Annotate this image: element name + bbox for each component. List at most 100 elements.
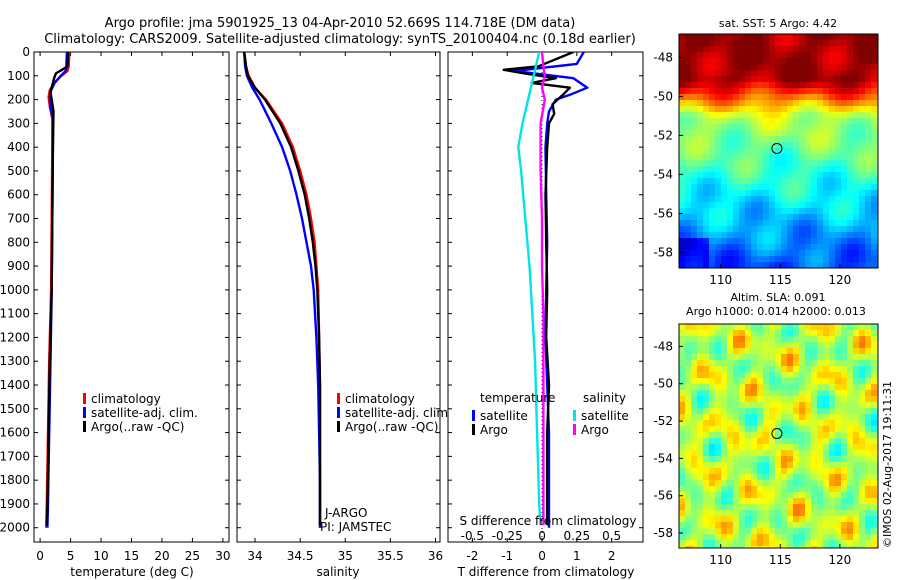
heatmap-cell [697, 226, 704, 233]
heatmap-cell [859, 342, 866, 349]
heatmap-cell [829, 124, 836, 131]
x-tick-label: 30 [215, 549, 230, 563]
heatmap-cell [697, 516, 704, 523]
heatmap-cell [775, 462, 782, 469]
heatmap-cell [859, 432, 866, 439]
heatmap-cell [715, 408, 722, 415]
heatmap-cell [781, 498, 788, 505]
heatmap-cell [793, 330, 800, 337]
heatmap-cell [691, 336, 698, 343]
heatmap-cell [865, 52, 872, 59]
heatmap-cell [751, 474, 758, 481]
sla-map-subtitle: Argo h1000: 0.014 h2000: 0.013 [686, 305, 866, 318]
heatmap-cell [781, 528, 788, 535]
heatmap-cell [775, 46, 782, 53]
heatmap-cell [799, 402, 806, 409]
heatmap-cell [835, 118, 842, 125]
heatmap-cell [865, 76, 872, 83]
heatmap-cell [691, 142, 698, 149]
heatmap-cell [835, 378, 842, 385]
heatmap-cell [871, 522, 878, 529]
heatmap-cell [775, 384, 782, 391]
heatmap-cell [775, 202, 782, 209]
heatmap-cell [751, 178, 758, 185]
heatmap-cell [739, 540, 746, 547]
heatmap-cell [829, 256, 836, 263]
heatmap-cell [799, 34, 806, 41]
heatmap-cell [829, 88, 836, 95]
heatmap-cell [865, 214, 872, 221]
heatmap-cell [799, 208, 806, 215]
heatmap-cell [859, 64, 866, 71]
heatmap-cell [811, 118, 818, 125]
heatmap-cell [679, 118, 686, 125]
heatmap-cell [739, 396, 746, 403]
heatmap-cell [697, 420, 704, 427]
heatmap-cell [691, 372, 698, 379]
heatmap-cell [679, 420, 686, 427]
heatmap-cell [685, 474, 692, 481]
heatmap-cell [835, 214, 842, 221]
heatmap-cell [697, 450, 704, 457]
heatmap-cell [727, 486, 734, 493]
heatmap-cell [739, 70, 746, 77]
heatmap-cell [775, 396, 782, 403]
heatmap-cell [841, 498, 848, 505]
heatmap-cell [823, 384, 830, 391]
heatmap-cell [835, 262, 842, 268]
heatmap-cell [697, 474, 704, 481]
heatmap-cell [769, 486, 776, 493]
heatmap-cell [859, 112, 866, 119]
heatmap-cell [853, 462, 860, 469]
heatmap-cell [757, 106, 764, 113]
heatmap-cell [715, 244, 722, 251]
heatmap-cell [709, 148, 716, 155]
heatmap-cell [829, 414, 836, 421]
heatmap-cell [853, 396, 860, 403]
legend-swatch [83, 421, 86, 432]
heatmap-cell [847, 444, 854, 451]
heatmap-cell [829, 238, 836, 245]
heatmap-cell [793, 372, 800, 379]
heatmap-cell [721, 438, 728, 445]
heatmap-cell [709, 238, 716, 245]
heatmap-cell [709, 366, 716, 373]
heatmap-cell [853, 100, 860, 107]
heatmap-cell [733, 58, 740, 65]
heatmap-cell [733, 504, 740, 511]
heatmap-cell [781, 432, 788, 439]
heatmap-cell [817, 402, 824, 409]
heatmap-cell [685, 372, 692, 379]
heatmap-cell [763, 546, 770, 548]
heatmap-cell [829, 378, 836, 385]
heatmap-cell [691, 330, 698, 337]
series-line-argo-raw-qc- [243, 52, 322, 526]
heatmap-cell [733, 178, 740, 185]
heatmap-cell [739, 408, 746, 415]
heatmap-cell [703, 360, 710, 367]
heatmap-cell [691, 52, 698, 59]
heatmap-cell [847, 486, 854, 493]
heatmap-cell [859, 34, 866, 41]
heatmap-cell [847, 130, 854, 137]
heatmap-cell [871, 94, 878, 101]
heatmap-cell [799, 516, 806, 523]
salinity-xlabel: salinity [316, 565, 359, 579]
heatmap-cell [775, 390, 782, 397]
heatmap-cell [853, 510, 860, 517]
heatmap-cell [841, 166, 848, 173]
heatmap-cell [697, 82, 704, 89]
heatmap-cell [679, 360, 686, 367]
heatmap-cell [829, 372, 836, 379]
heatmap-cell [763, 250, 770, 257]
heatmap-cell [841, 130, 848, 137]
heatmap-cell [781, 142, 788, 149]
heatmap-cell [679, 438, 686, 445]
heatmap-cell [817, 214, 824, 221]
heatmap-cell [697, 232, 704, 239]
heatmap-cell [781, 214, 788, 221]
heatmap-cell [835, 330, 842, 337]
heatmap-cell [781, 220, 788, 227]
heatmap-cell [721, 474, 728, 481]
heatmap-cell [685, 462, 692, 469]
